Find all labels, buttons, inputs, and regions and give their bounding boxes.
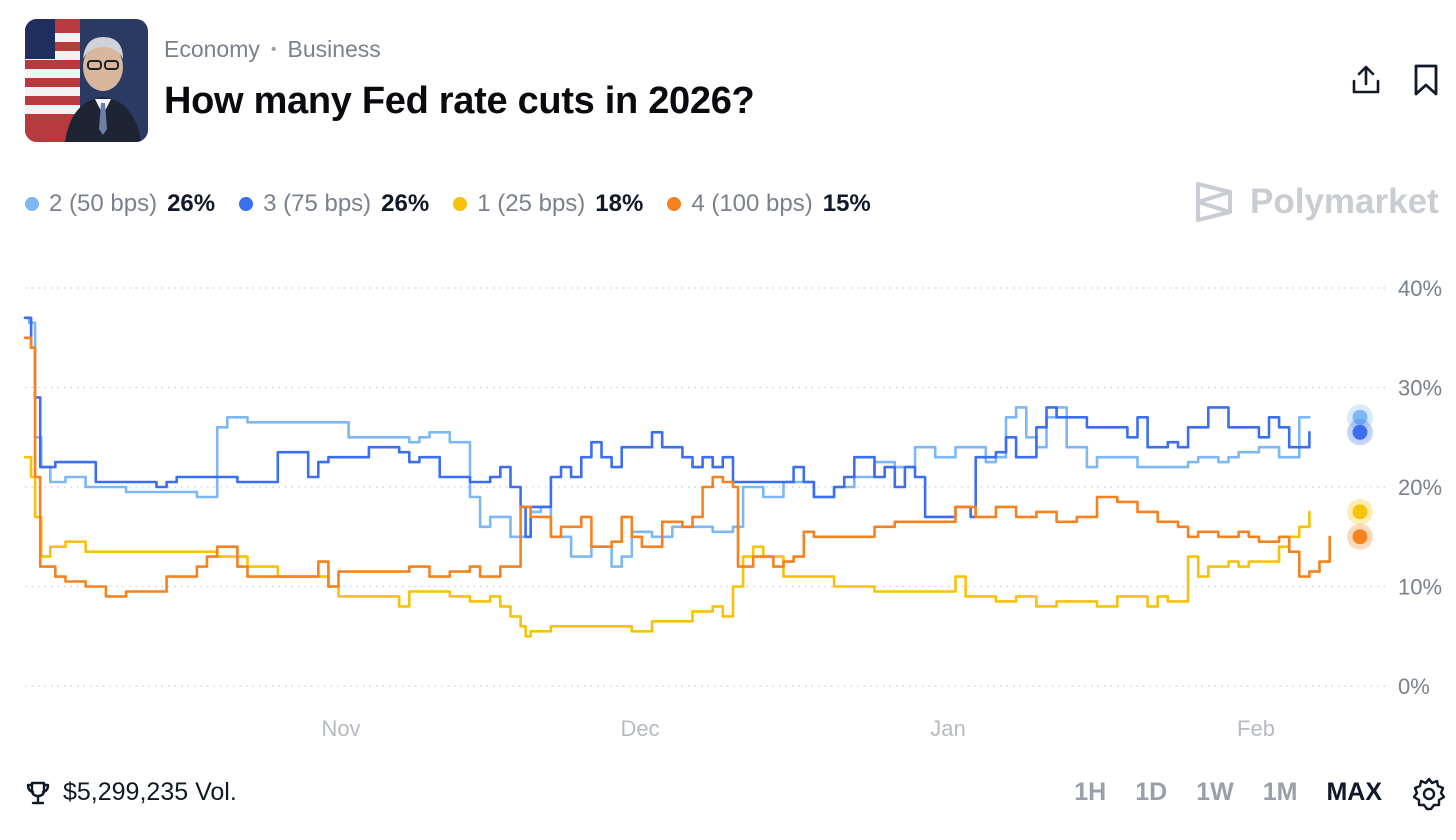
polymarket-brand: Polymarket <box>1194 180 1439 224</box>
page-title: How many Fed rate cuts in 2026? <box>164 80 755 122</box>
legend-dot <box>453 197 468 211</box>
x-tick-label: Feb <box>1237 716 1275 741</box>
volume-text: $5,299,235 Vol. <box>63 778 237 806</box>
chart-settings-button[interactable] <box>1411 776 1447 812</box>
series-line <box>23 316 1311 539</box>
y-tick-label: 30% <box>1398 376 1442 401</box>
x-tick-label: Jan <box>930 716 965 741</box>
subcategory-link[interactable]: Business <box>287 36 381 62</box>
market-thumbnail <box>25 19 148 142</box>
legend-value: 15% <box>822 190 871 217</box>
legend-dot <box>239 197 254 211</box>
gear-icon <box>1412 777 1446 811</box>
series-line <box>23 336 1331 598</box>
legend-item: 2 (50 bps) 26% <box>25 190 215 218</box>
chart-legend: 2 (50 bps) 26% 3 (75 bps) 26% 1 (25 bps)… <box>25 190 895 218</box>
series-end-point <box>1352 409 1368 425</box>
time-range-selector: 1H 1D 1W 1M MAX <box>1045 778 1382 807</box>
series-end-point <box>1352 504 1368 520</box>
range-button-1w[interactable]: 1W <box>1196 778 1234 806</box>
series-end-point <box>1352 529 1368 545</box>
range-button-1m[interactable]: 1M <box>1262 778 1298 806</box>
polymarket-logo-icon <box>1196 182 1232 222</box>
legend-item: 1 (25 bps) 18% <box>453 190 643 218</box>
legend-name: 2 (50 bps) <box>49 190 158 217</box>
bookmark-button[interactable] <box>1406 60 1446 100</box>
breadcrumb-separator: • <box>270 40 277 58</box>
breadcrumb: Economy • Business <box>164 36 381 63</box>
share-icon <box>1352 65 1380 94</box>
y-tick-label: 40% <box>1398 276 1442 301</box>
legend-value: 18% <box>595 190 644 217</box>
series-line <box>23 316 1311 568</box>
share-button[interactable] <box>1346 60 1386 100</box>
y-tick-label: 0% <box>1398 674 1430 699</box>
legend-dot <box>667 197 682 211</box>
range-button-1h[interactable]: 1H <box>1074 778 1107 806</box>
price-history-chart: 0% 10% 20% 30% 40% Nov Dec Jan Feb <box>23 276 1442 741</box>
category-link[interactable]: Economy <box>164 36 260 62</box>
brand-name: Polymarket <box>1250 182 1439 221</box>
legend-name: 4 (100 bps) <box>691 190 813 217</box>
legend-item: 4 (100 bps) 15% <box>667 190 871 218</box>
y-tick-label: 10% <box>1398 575 1442 600</box>
x-tick-label: Dec <box>620 716 659 741</box>
range-button-max[interactable]: MAX <box>1326 778 1382 806</box>
volume-info: $5,299,235 Vol. <box>25 778 237 807</box>
legend-value: 26% <box>167 190 216 217</box>
bookmark-icon <box>1414 64 1438 96</box>
legend-name: 3 (75 bps) <box>263 190 372 217</box>
legend-dot <box>25 197 39 211</box>
x-tick-label: Nov <box>321 716 360 741</box>
legend-value: 26% <box>381 190 430 217</box>
y-tick-label: 20% <box>1398 475 1442 500</box>
legend-name: 1 (25 bps) <box>477 190 586 217</box>
range-button-1d[interactable]: 1D <box>1135 778 1168 806</box>
trophy-icon <box>26 781 50 804</box>
series-end-point <box>1352 424 1368 440</box>
legend-item: 3 (75 bps) 26% <box>239 190 429 218</box>
